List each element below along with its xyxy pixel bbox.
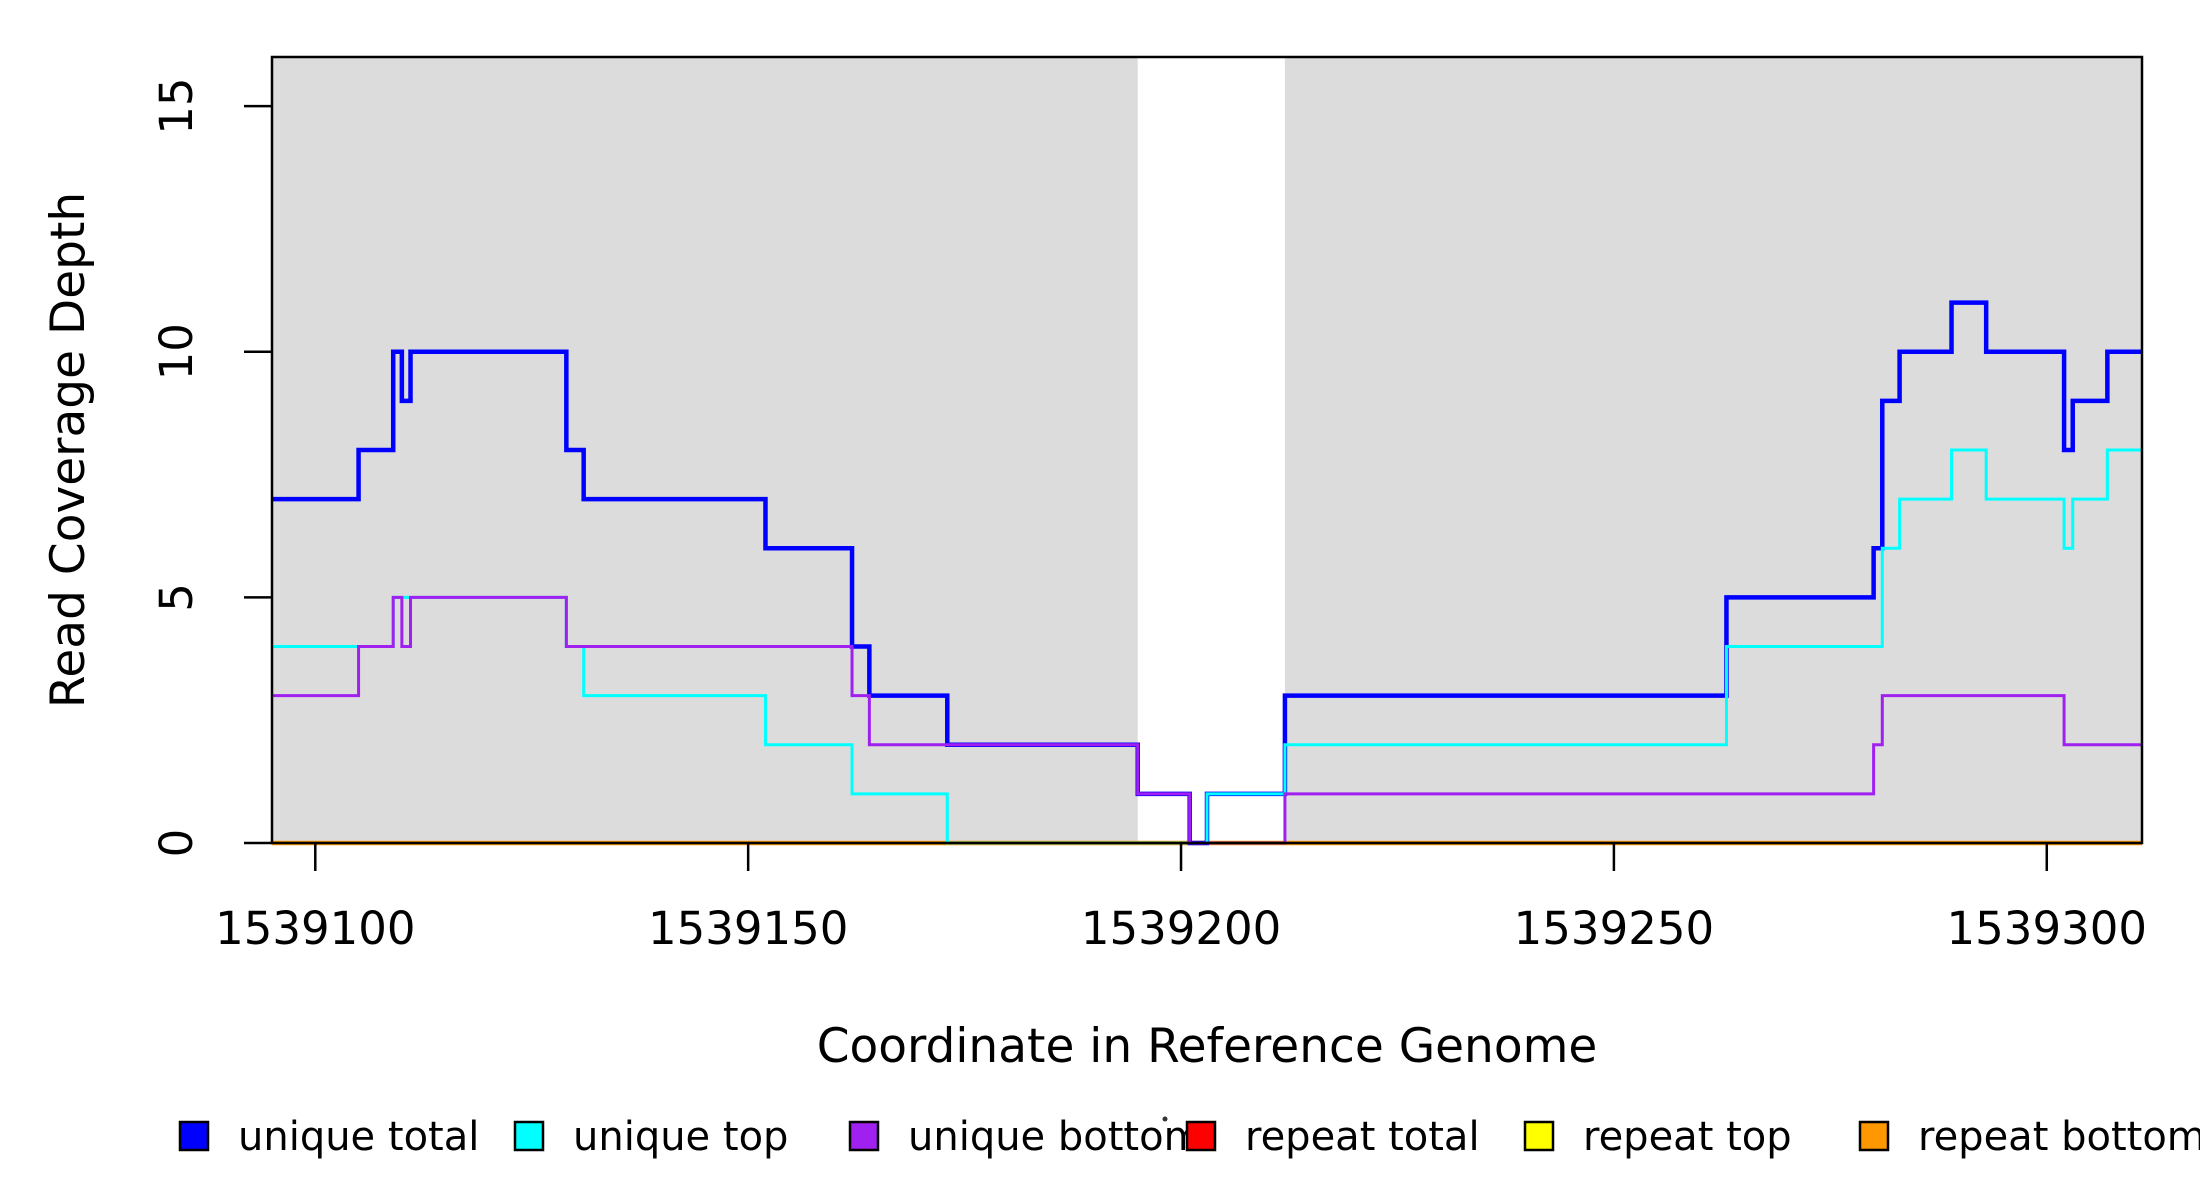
- shaded-region: [1284, 57, 2142, 843]
- legend-swatch-repeat-bottom: [1858, 1120, 1890, 1152]
- x-tick-label: 1539150: [648, 902, 848, 955]
- legend-label: repeat top: [1583, 1114, 1792, 1160]
- plot-border: [270, 55, 2144, 845]
- y-tick-label: 15: [150, 77, 203, 134]
- legend-label: unique top: [573, 1114, 788, 1160]
- x-tick-label: 1539250: [1514, 902, 1714, 955]
- legend-item-repeat-top: repeat top: [1523, 1114, 1792, 1160]
- x-tick-label: 1539100: [215, 902, 415, 955]
- plot-frame: [270, 55, 2144, 845]
- axis-ticks-and-labels: 1539100 1539150 1539200 1539250 1539300 0 5 10 1…: [150, 77, 2147, 955]
- legend-item-repeat-total: repeat total: [1185, 1114, 1480, 1160]
- stray-dot: [1162, 1116, 1168, 1122]
- y-axis-title: Read Coverage Depth: [41, 192, 96, 708]
- shaded-region: [272, 57, 1138, 843]
- plot-shaded-regions: [272, 57, 2142, 843]
- legend-swatch-unique-total: [178, 1120, 210, 1152]
- legend-swatch-repeat-total: [1185, 1120, 1217, 1152]
- y-tick-label: 10: [150, 323, 203, 380]
- x-axis-title: Coordinate in Reference Genome: [817, 1019, 1598, 1074]
- legend-item-unique-top: unique top: [513, 1114, 788, 1160]
- legend-swatch-unique-bottom: [848, 1120, 880, 1152]
- legend-label: unique bottom: [908, 1114, 1203, 1160]
- legend-item-unique-bottom: unique bottom: [848, 1114, 1203, 1160]
- legend-label: unique total: [238, 1114, 479, 1160]
- legend-label: repeat total: [1245, 1114, 1480, 1160]
- y-tick-label: 5: [150, 583, 203, 612]
- legend-item-repeat-bottom: repeat bottom: [1858, 1114, 2200, 1160]
- x-tick-label: 1539300: [1947, 902, 2147, 955]
- series-line-unique-bottom: [272, 595, 2142, 845]
- legend-label: repeat bottom: [1918, 1114, 2200, 1160]
- x-tick-label: 1539200: [1081, 902, 1281, 955]
- legend-swatch-repeat-top: [1523, 1120, 1555, 1152]
- legend-swatch-unique-top: [513, 1120, 545, 1152]
- y-tick-label: 0: [150, 829, 203, 858]
- series-line-unique-top: [272, 448, 2142, 845]
- legend-item-unique-total: unique total: [178, 1114, 479, 1160]
- legend: unique total unique top unique bottom repea…: [178, 1114, 2200, 1160]
